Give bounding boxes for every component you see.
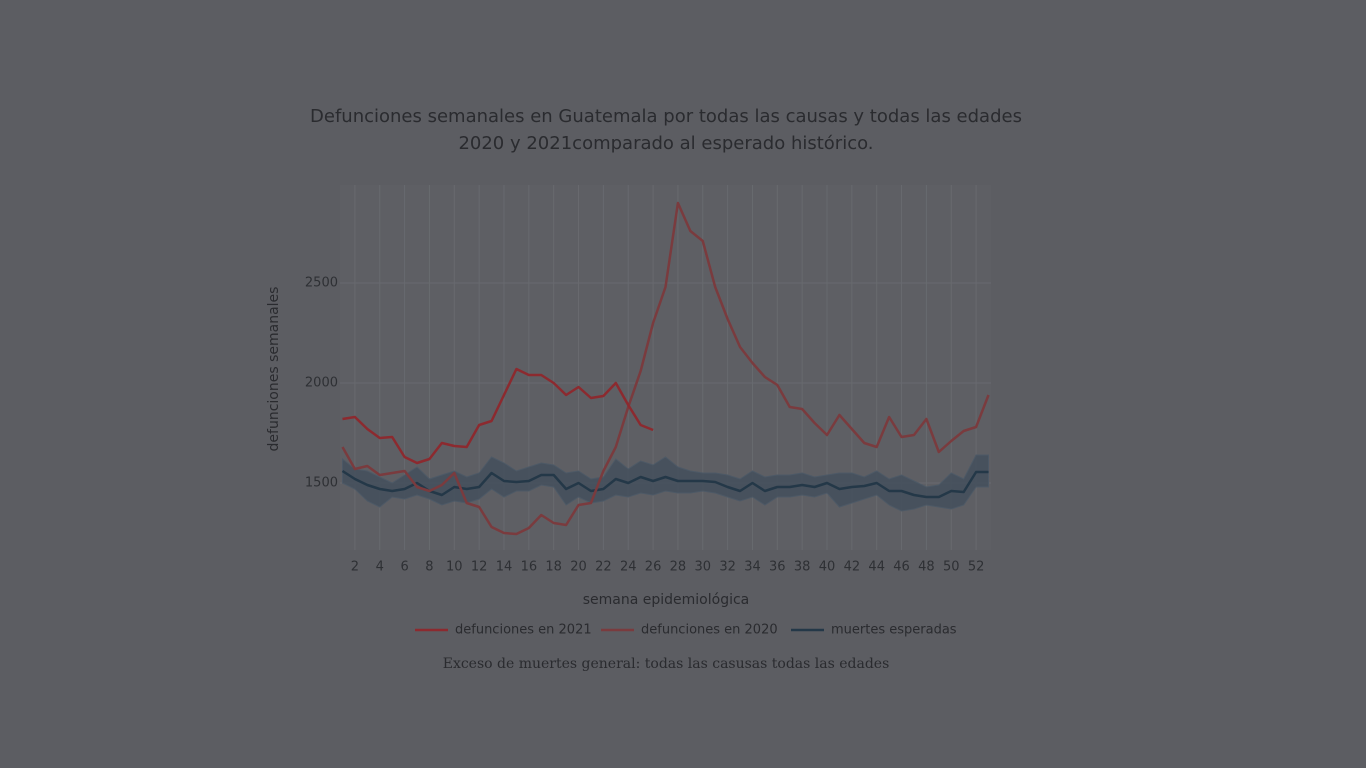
legend-label: defunciones en 2021 [455,623,592,638]
chart-subtitle: 2020 y 2021comparado al esperado históri… [458,133,873,154]
x-tick-label: 44 [868,560,885,575]
x-tick-label: 16 [521,560,538,575]
series-line [341,469,989,499]
x-tick-label: 8 [425,560,433,575]
x-tick-label: 12 [471,560,488,575]
caption: Exceso de muertes general: todas las cas… [443,656,890,672]
x-axis-label: semana epidemiológica [583,592,750,608]
confidence-band [341,454,990,512]
chart-title: Defunciones semanales en Guatemala por t… [310,106,1022,127]
x-tick-label: 40 [819,560,836,575]
y-tick-label: 2000 [305,376,338,391]
x-tick-label: 20 [570,560,587,575]
x-tick-label: 10 [446,560,463,575]
x-tick-label: 32 [719,560,736,575]
x-tick-label: 52 [968,560,985,575]
y-tick-label: 2500 [305,276,338,291]
legend-label: muertes esperadas [831,623,957,638]
x-tick-label: 42 [844,560,861,575]
x-tick-label: 14 [496,560,513,575]
x-tick-label: 24 [620,560,637,575]
series-line [342,367,654,465]
y-tick-label: 1500 [305,476,338,491]
x-tick-label: 50 [943,560,960,575]
x-tick-label: 28 [670,560,687,575]
x-tick-label: 4 [376,560,384,575]
x-tick-label: 18 [545,560,562,575]
x-tick-label: 6 [400,560,408,575]
x-tick-label: 36 [769,560,786,575]
x-tick-label: 22 [595,560,612,575]
y-axis-label: defunciones semanales [266,287,282,452]
x-tick-label: 48 [918,560,935,575]
x-tick-label: 46 [893,560,910,575]
x-tick-label: 34 [744,560,761,575]
series-line [341,201,990,536]
legend-label: defunciones en 2020 [641,623,778,638]
x-tick-label: 30 [694,560,711,575]
x-tick-label: 2 [351,560,359,575]
x-tick-label: 38 [794,560,811,575]
x-tick-label: 26 [645,560,662,575]
